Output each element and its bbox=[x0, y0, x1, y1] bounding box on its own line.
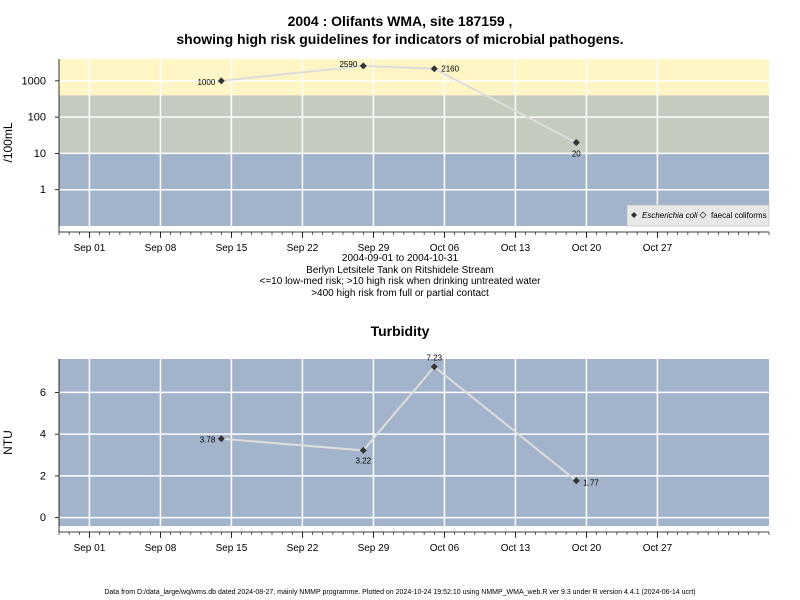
caption-risk-contact: >400 high risk from full or partial cont… bbox=[311, 287, 489, 299]
chart2-xtick-label-6: Oct 13 bbox=[501, 543, 531, 554]
chart2-xtick-label-8: Oct 27 bbox=[643, 543, 673, 554]
chart2-xtick-label-3: Sep 22 bbox=[287, 543, 319, 554]
chart2-background bbox=[59, 359, 769, 526]
chart1-xtick-label-5: Oct 06 bbox=[430, 243, 460, 254]
caption-site: Berlyn Letsitele Tank on Ritshidele Stre… bbox=[306, 264, 494, 276]
chart1-ytick-label-2: 100 bbox=[28, 112, 46, 124]
legend-ecoli-marker bbox=[631, 212, 637, 218]
chart2-series-line-0 bbox=[221, 365, 577, 482]
chart2-ytick-label-3: 6 bbox=[40, 387, 46, 399]
legend-box bbox=[626, 204, 770, 227]
chart2-point-0 bbox=[217, 435, 225, 443]
chart1-title-line2: showing high risk guidelines for indicat… bbox=[176, 31, 624, 47]
chart1-data-label-3: 20 bbox=[572, 150, 581, 159]
chart1-xtick-label-3: Sep 22 bbox=[287, 243, 319, 254]
chart2-xtick-label-5: Oct 06 bbox=[430, 543, 460, 554]
chart1-point-3 bbox=[572, 139, 580, 146]
chart1-title-line1: 2004 : Olifants WMA, site 187159 , bbox=[287, 13, 513, 29]
chart1-band-2 bbox=[59, 59, 769, 96]
chart2-xtick-label-0: Sep 01 bbox=[74, 543, 106, 554]
chart2-point-2 bbox=[430, 363, 438, 371]
chart2-ytick-label-0: 0 bbox=[40, 512, 46, 524]
caption-date-range: 2004-09-01 to 2004-10-31 bbox=[341, 253, 459, 264]
chart2-xtick-label-7: Oct 20 bbox=[572, 543, 602, 554]
chart2-data-label-3: 1.77 bbox=[583, 479, 599, 488]
chart2-point-3 bbox=[572, 477, 580, 485]
chart1-series-line-0 bbox=[221, 64, 577, 144]
footer-note: Data from D:/data_large/wq/wms.db dated … bbox=[104, 589, 696, 596]
chart2-ytick-label-1: 2 bbox=[40, 470, 46, 482]
chart2-data-label-0: 3.78 bbox=[200, 436, 216, 445]
chart1-ylabel: /100mL bbox=[1, 122, 15, 162]
legend-faecal-marker bbox=[699, 211, 707, 219]
chart1-xtick-label-8: Oct 27 bbox=[643, 243, 673, 254]
chart2-point-1 bbox=[359, 446, 367, 454]
chart1-point-0 bbox=[217, 77, 225, 85]
chart2-xtick-label-2: Sep 15 bbox=[216, 543, 248, 554]
chart1-xtick-label-1: Sep 08 bbox=[145, 243, 177, 254]
chart2-data-label-2: 7.23 bbox=[426, 354, 442, 363]
chart2-ytick-label-2: 4 bbox=[40, 429, 46, 441]
chart1-ytick-label-3: 1000 bbox=[22, 75, 46, 87]
chart1-xtick-label-6: Oct 13 bbox=[501, 243, 531, 254]
chart1-xtick-label-2: Sep 15 bbox=[216, 243, 248, 254]
chart1-xtick-label-0: Sep 01 bbox=[74, 243, 106, 254]
chart1-xtick-label-4: Sep 29 bbox=[358, 243, 390, 254]
chart2-xtick-label-1: Sep 08 bbox=[145, 543, 177, 554]
chart1-data-label-0: 1000 bbox=[197, 78, 215, 87]
chart1-point-2 bbox=[430, 65, 438, 73]
chart1-data-label-2: 2160 bbox=[441, 65, 459, 74]
chart1-band-1 bbox=[59, 95, 769, 154]
chart1-ytick-label-1: 10 bbox=[34, 148, 46, 160]
chart1-ytick-label-0: 1 bbox=[40, 184, 46, 196]
legend-ecoli-label: Escherichia coli bbox=[642, 211, 698, 220]
chart2-title: Turbidity bbox=[370, 323, 430, 339]
chart2-xtick-label-4: Sep 29 bbox=[358, 543, 390, 554]
chart1-xtick-label-7: Oct 20 bbox=[572, 243, 602, 254]
chart2-ylabel: NTU bbox=[1, 430, 15, 455]
chart1-point-1 bbox=[359, 62, 367, 70]
chart2-data-label-1: 3.22 bbox=[355, 456, 371, 465]
chart1-data-label-1: 2590 bbox=[339, 60, 357, 69]
caption-risk-drinking: <=10 low-med risk; >10 high risk when dr… bbox=[259, 276, 541, 287]
legend-faecal-label: faecal coliforms bbox=[711, 211, 767, 220]
